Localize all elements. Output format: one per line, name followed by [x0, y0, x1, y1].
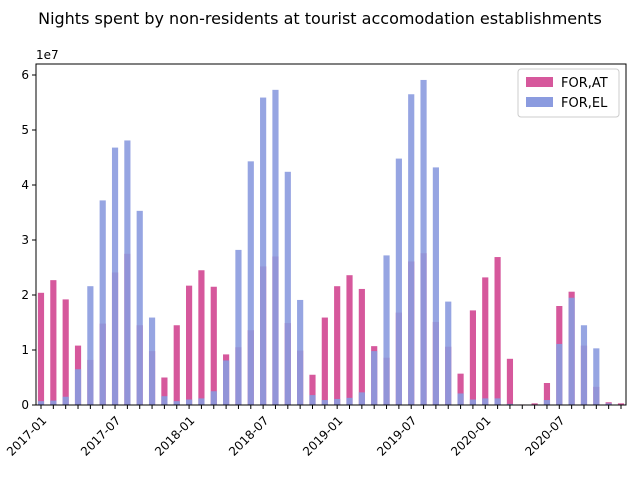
bar-FOR,AT-2020-12: [617, 403, 625, 405]
legend-swatch: [526, 77, 553, 87]
bar-FOR,AT-2020-05: [531, 403, 538, 405]
bar-FOR,EL-2018-06: [247, 161, 254, 405]
bar-FOR,EL-2020-02: [494, 398, 501, 405]
bar-FOR,EL-2017-11: [161, 396, 168, 405]
bar-FOR,AT-2019-02: [346, 275, 353, 405]
bar-FOR,EL-2017-06: [99, 200, 106, 405]
bar-FOR,AT-2017-02: [50, 280, 57, 405]
bar-FOR,EL-2019-07: [408, 94, 415, 405]
bar-FOR,EL-2017-05: [87, 286, 94, 405]
bar-FOR,AT-2018-11: [309, 374, 316, 405]
bar-FOR,EL-2020-03: [506, 403, 514, 405]
bar-FOR,EL-2017-02: [50, 400, 57, 405]
bar-FOR,EL-2018-11: [309, 395, 316, 405]
bar-FOR,EL-2017-01: [37, 401, 45, 405]
bar-FOR,AT-2019-11: [457, 373, 464, 405]
bar-FOR,EL-2017-09: [136, 210, 143, 405]
bar-FOR,AT-2018-03: [210, 286, 217, 405]
x-tick-label: 2020-07: [522, 413, 567, 458]
x-tick-label: 2018-07: [226, 413, 271, 458]
bar-FOR,AT-2019-03: [358, 288, 365, 405]
y-tick-label: 5: [21, 123, 29, 137]
bar-FOR,EL-2018-12: [321, 400, 328, 405]
bar-FOR,EL-2020-11: [605, 403, 612, 405]
y-tick-label: 1: [21, 343, 29, 357]
bars-layer: [37, 79, 625, 406]
bar-FOR,EL-2020-06: [543, 400, 551, 405]
bar-FOR,EL-2018-07: [260, 97, 267, 406]
bar-FOR,EL-2018-01: [186, 399, 193, 405]
bar-FOR,EL-2018-03: [210, 391, 217, 405]
y-tick-label: 2: [21, 288, 29, 302]
bar-FOR,EL-2020-10: [593, 348, 600, 405]
bar-FOR,EL-2020-07: [556, 343, 563, 405]
bar-FOR,EL-2018-08: [272, 89, 279, 405]
legend-label: FOR,AT: [561, 76, 608, 91]
bar-FOR,AT-2019-12: [469, 310, 476, 405]
bar-FOR,EL-2019-05: [383, 255, 390, 405]
bar-FOR,EL-2020-01: [482, 398, 489, 405]
bar-FOR,AT-2019-01: [334, 286, 341, 405]
x-tick-label: 2019-01: [300, 413, 345, 458]
bar-FOR,EL-2017-08: [124, 140, 131, 405]
bar-FOR,AT-2018-01: [186, 285, 193, 405]
bar-FOR,AT-2017-11: [161, 377, 168, 405]
bar-FOR,AT-2020-01: [482, 277, 489, 405]
bar-FOR,EL-2019-06: [395, 158, 402, 405]
bar-FOR,EL-2018-02: [198, 398, 205, 405]
x-tick-label: 2019-07: [374, 413, 419, 458]
bar-FOR,EL-2020-08: [568, 297, 575, 405]
y-tick-label: 4: [21, 178, 29, 192]
x-tick-label: 2017-07: [78, 413, 123, 458]
bar-FOR,EL-2020-09: [580, 325, 588, 405]
bar-FOR,EL-2019-02: [346, 397, 353, 405]
bar-FOR,AT-2020-02: [494, 257, 501, 405]
bar-FOR,EL-2018-10: [297, 299, 304, 405]
bar-FOR,EL-2017-12: [173, 401, 180, 405]
x-tick-label: 2020-01: [448, 413, 493, 458]
y-tick-label: 6: [21, 68, 29, 82]
bar-FOR,AT-2017-01: [37, 292, 45, 405]
y-axis-multiplier-label: 1e7: [36, 48, 59, 62]
bar-FOR,EL-2019-04: [371, 351, 378, 405]
bar-FOR,AT-2017-03: [62, 299, 69, 405]
bar-FOR,EL-2017-10: [148, 317, 156, 405]
bar-FOR,EL-2018-09: [284, 171, 291, 405]
legend-label: FOR,EL: [561, 96, 608, 111]
bar-FOR,EL-2017-04: [74, 369, 82, 405]
bar-FOR,EL-2019-12: [469, 399, 476, 405]
bar-FOR,EL-2017-07: [111, 147, 119, 405]
bar-FOR,AT-2020-06: [543, 383, 551, 405]
bar-FOR,EL-2019-03: [358, 392, 365, 405]
y-tick-label: 0: [21, 398, 29, 412]
x-tick-label: 2018-01: [152, 413, 197, 458]
bar-FOR,EL-2018-04: [223, 360, 230, 405]
bar-FOR,EL-2018-05: [235, 249, 242, 405]
bar-FOR,AT-2018-12: [321, 317, 328, 405]
bar-FOR,EL-2019-01: [334, 398, 341, 405]
legend: FOR,AT FOR,EL: [517, 68, 620, 118]
bar-FOR,EL-2017-03: [62, 396, 69, 405]
bar-FOR,AT-2020-03: [506, 358, 514, 405]
bar-FOR,EL-2019-08: [420, 79, 427, 405]
bar-FOR,EL-2019-09: [432, 167, 439, 405]
plot-frame: [35, 63, 627, 406]
y-tick-label: 3: [21, 233, 29, 247]
bar-FOR,AT-2017-12: [173, 325, 180, 405]
chart-title: Nights spent by non-residents at tourist…: [38, 9, 602, 28]
legend-swatch: [526, 97, 553, 107]
bar-FOR,EL-2019-11: [457, 393, 464, 405]
bar-FOR,EL-2019-10: [445, 301, 452, 405]
bar-FOR,AT-2018-02: [198, 270, 205, 405]
x-tick-label: 2017-01: [4, 413, 49, 458]
